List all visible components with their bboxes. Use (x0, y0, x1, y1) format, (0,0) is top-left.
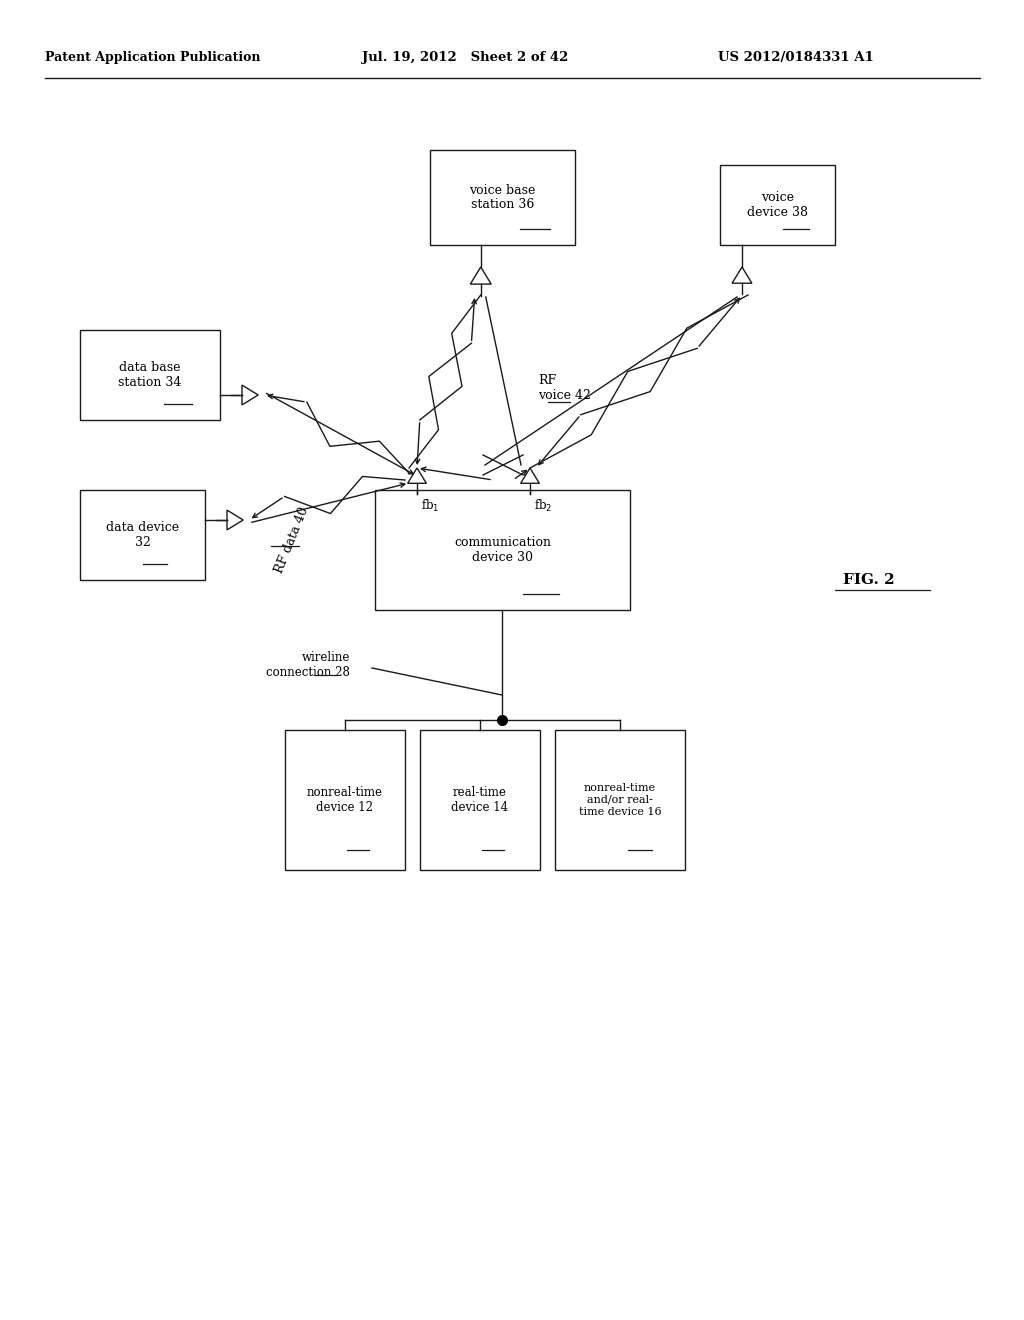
Text: RF
voice 42: RF voice 42 (538, 374, 591, 403)
Text: data base
station 34: data base station 34 (119, 360, 181, 389)
Bar (555, 730, 685, 870)
Bar (420, 730, 540, 870)
Bar (720, 165, 835, 246)
Text: FIG. 2: FIG. 2 (843, 573, 895, 587)
Text: fb$_2$: fb$_2$ (534, 498, 552, 513)
Text: wireline
connection 28: wireline connection 28 (266, 651, 350, 678)
Text: fb$_1$: fb$_1$ (421, 498, 439, 513)
Text: Jul. 19, 2012   Sheet 2 of 42: Jul. 19, 2012 Sheet 2 of 42 (362, 51, 568, 65)
Bar (80, 490, 205, 579)
Bar (430, 150, 575, 246)
Text: RF data 40: RF data 40 (272, 506, 311, 576)
Text: US 2012/0184331 A1: US 2012/0184331 A1 (718, 51, 873, 65)
Bar (375, 490, 630, 610)
Text: Patent Application Publication: Patent Application Publication (45, 51, 260, 65)
Bar (285, 730, 406, 870)
Text: voice base
station 36: voice base station 36 (469, 183, 536, 211)
Text: nonreal-time
and/or real-
time device 16: nonreal-time and/or real- time device 16 (579, 783, 662, 817)
Text: voice
device 38: voice device 38 (746, 191, 808, 219)
Text: communication
device 30: communication device 30 (454, 536, 551, 564)
Text: nonreal-time
device 12: nonreal-time device 12 (307, 785, 383, 814)
Text: real-time
device 14: real-time device 14 (452, 785, 509, 814)
Bar (80, 330, 220, 420)
Text: data device
32: data device 32 (105, 521, 179, 549)
